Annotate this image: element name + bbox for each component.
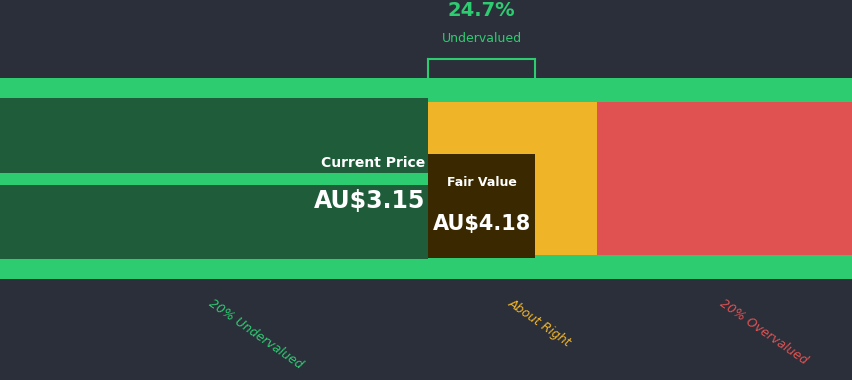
Bar — [0, 255, 852, 279]
Bar — [428, 78, 596, 279]
Bar — [596, 78, 852, 279]
Text: Undervalued: Undervalued — [441, 32, 521, 44]
Bar — [0, 78, 852, 102]
Bar — [0, 98, 428, 173]
Bar — [0, 173, 428, 185]
Text: AU$3.15: AU$3.15 — [313, 189, 424, 213]
Text: About Right: About Right — [504, 297, 573, 350]
Bar — [0, 185, 428, 259]
Text: 24.7%: 24.7% — [447, 1, 515, 20]
Bar — [0, 78, 428, 279]
Text: Fair Value: Fair Value — [446, 176, 515, 188]
Bar — [428, 154, 534, 258]
Text: 20% Overvalued: 20% Overvalued — [717, 297, 809, 367]
Text: 20% Undervalued: 20% Undervalued — [206, 297, 305, 371]
Text: Current Price: Current Price — [320, 156, 424, 170]
Text: AU$4.18: AU$4.18 — [432, 214, 530, 234]
